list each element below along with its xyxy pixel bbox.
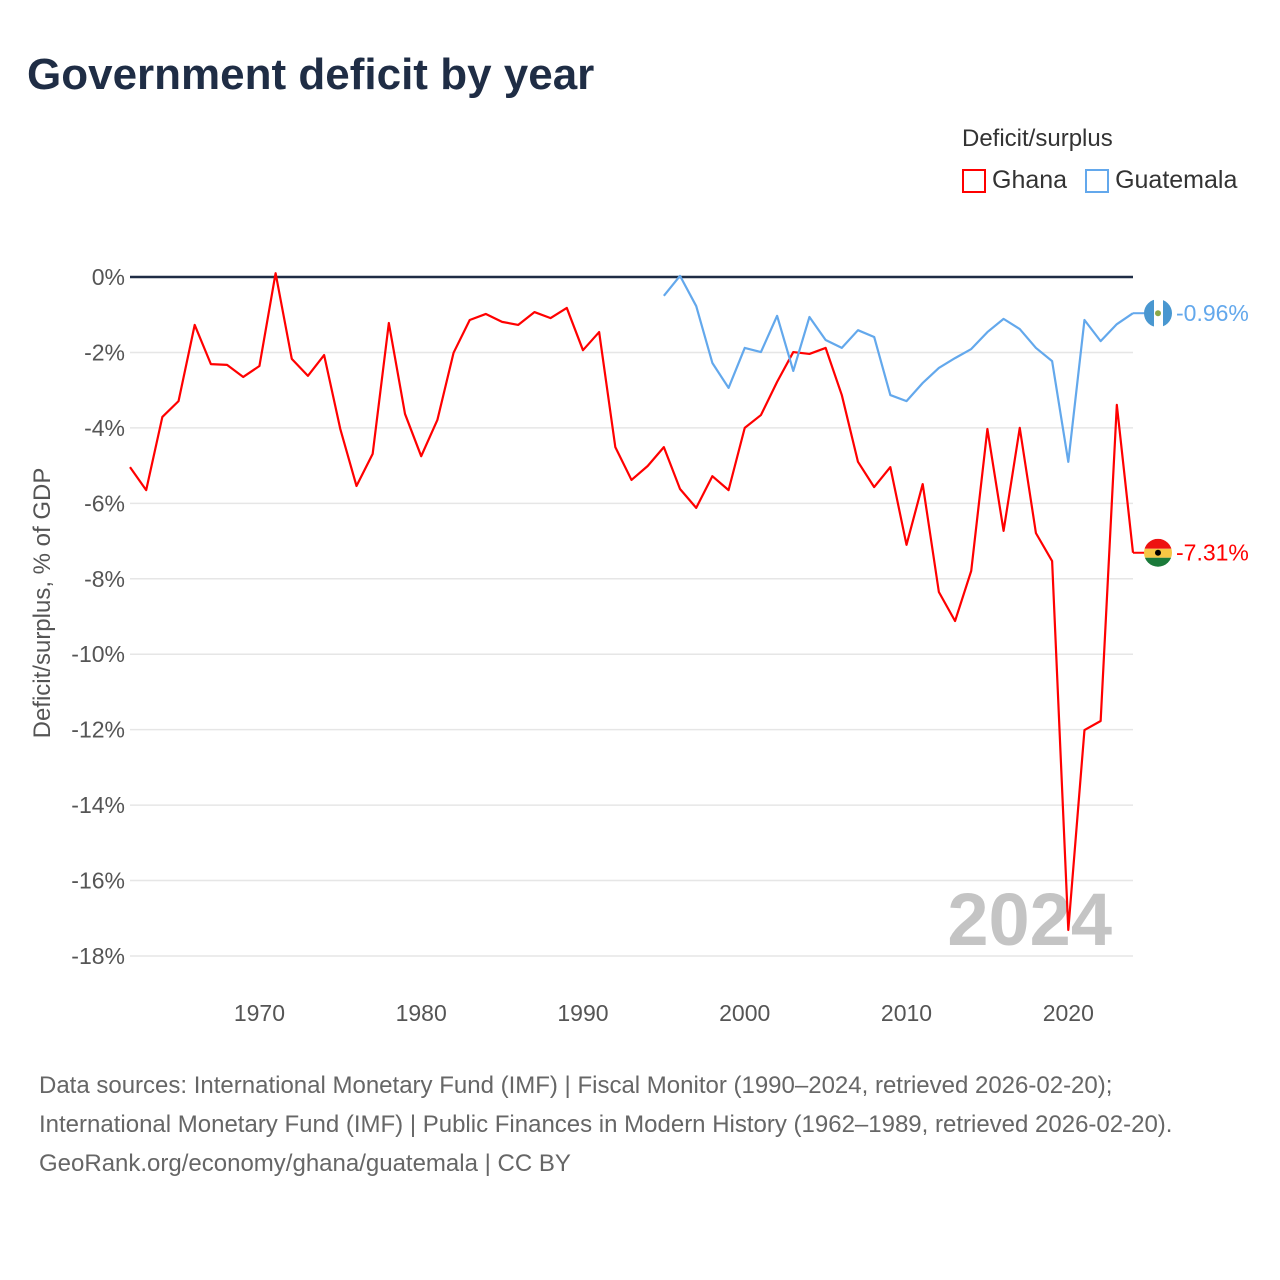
- legend-label-guatemala: Guatemala: [1115, 166, 1238, 194]
- series-line-ghana[interactable]: [129, 272, 1135, 932]
- legend-title: Deficit/surplus: [962, 125, 1113, 152]
- legend: Ghana Guatemala: [962, 166, 1237, 195]
- y-tick-label: -16%: [71, 868, 125, 894]
- data-sources: Data sources: International Monetary Fun…: [39, 1072, 1173, 1138]
- year-watermark: 2024: [947, 878, 1112, 961]
- legend-label-ghana: Ghana: [992, 166, 1068, 194]
- y-tick-label: -2%: [84, 339, 125, 365]
- ghana-flag-icon: [1144, 538, 1172, 567]
- chart-title: Government deficit by year: [27, 50, 595, 99]
- x-tick-label: 1980: [396, 1000, 447, 1026]
- y-tick-label: -8%: [84, 566, 125, 592]
- y-tick-label: -4%: [84, 415, 125, 441]
- x-tick-label: 1990: [557, 1000, 608, 1026]
- y-tick-label: -18%: [71, 943, 125, 969]
- y-axis-label: Deficit/surplus, % of GDP: [29, 468, 56, 739]
- y-tick-label: -10%: [71, 641, 125, 667]
- end-value-label-guatemala: -0.96%: [1176, 300, 1249, 326]
- line-chart: 0% -2% -4% -6% -8% -10% -12% -14% -16% -18% 1970 19…: [29, 264, 1249, 1026]
- x-tick-label: 2020: [1043, 1000, 1094, 1026]
- credit-link[interactable]: GeoRank.org/economy/ghana/guatemala | CC…: [39, 1150, 571, 1177]
- legend-swatch-guatemala: [1085, 168, 1110, 193]
- y-tick-label: 0%: [92, 264, 125, 290]
- y-tick-label: -6%: [84, 490, 125, 516]
- x-tick-label: 1970: [234, 1000, 285, 1026]
- y-tick-label: -14%: [71, 792, 125, 818]
- legend-item-ghana[interactable]: Ghana: [962, 166, 1067, 195]
- footer: Data sources: International Monetary Fun…: [39, 1066, 1239, 1183]
- guatemala-flag-icon: [1144, 299, 1172, 328]
- x-tick-label: 2000: [719, 1000, 770, 1026]
- x-tick-label: 2010: [881, 1000, 932, 1026]
- end-value-label-ghana: -7.31%: [1176, 540, 1249, 566]
- series-line-guatemala[interactable]: [662, 274, 1134, 463]
- legend-item-guatemala[interactable]: Guatemala: [1085, 166, 1237, 195]
- legend-swatch-ghana: [962, 168, 986, 193]
- y-tick-label: -12%: [71, 717, 125, 743]
